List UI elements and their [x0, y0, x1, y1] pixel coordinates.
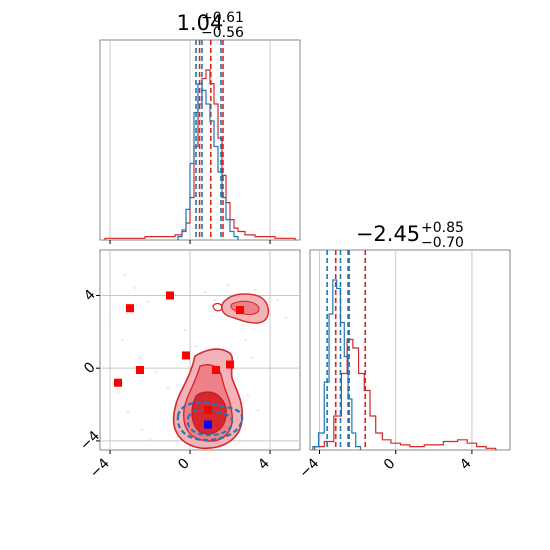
bottom-left-ytick-label-0: −4 — [77, 428, 103, 454]
bottom-right-xtick-label-1: 0 — [381, 456, 399, 474]
bottom-right-hist-series-0 — [314, 338, 497, 450]
panel-top-left-title-value: 1.04 — [177, 11, 224, 35]
bottom-left-ytick-label-1: 0 — [81, 359, 99, 377]
marker-1 — [166, 291, 174, 300]
marker-3 — [114, 378, 122, 387]
marker-9 — [204, 420, 212, 429]
marker-7 — [226, 360, 234, 369]
panel-bottom-right-histogram: −2.45 +0.85 −0.70 — [309, 220, 511, 454]
marker-5 — [236, 306, 244, 314]
top-left-hist-series-0 — [104, 69, 296, 240]
panel-bottom-right-title-value: −2.45 — [356, 222, 420, 246]
marker-6 — [212, 366, 220, 374]
panel-bottom-right-series — [312, 250, 497, 450]
contour-red-fleck — [212, 302, 223, 312]
panel-top-left-title-lower: −0.56 — [201, 25, 244, 41]
marker-2 — [182, 351, 190, 360]
panel-top-left-title: 1.04 — [177, 11, 224, 35]
bottom-left-ytick-label-2: 4 — [81, 287, 99, 305]
panel-bottom-right-frame — [309, 249, 511, 451]
panel-bottom-right-title-upper: +0.85 — [421, 220, 464, 236]
panel-top-left-histogram: 1.04 +0.61 −0.56 — [99, 10, 301, 244]
bottom-right-hist-series-1 — [312, 279, 362, 450]
marker-8 — [204, 406, 212, 414]
bottom-right-xtick-label-2: 4 — [457, 455, 475, 473]
bottom-right-xtick-label-0: −4 — [296, 455, 322, 481]
marker-0 — [126, 304, 134, 313]
marker-4 — [136, 366, 144, 374]
panel-bottom-left-content — [109, 274, 287, 449]
panel-bottom-left-contour — [96, 249, 301, 454]
scatter-points — [109, 274, 287, 441]
panel-bottom-right-title: −2.45 — [356, 222, 420, 246]
bottom-left-xtick-label-0: −4 — [87, 455, 113, 481]
panel-top-left-series — [104, 40, 296, 240]
panel-bottom-right-grid — [319, 250, 473, 454]
bottom-left-xtick-label-1: 0 — [175, 456, 193, 474]
top-left-hist-series-1 — [177, 83, 239, 240]
panel-bottom-right-title-lower: −0.70 — [421, 235, 464, 251]
contour-blue-inner — [186, 408, 234, 437]
panel-top-left-title-upper: +0.61 — [201, 10, 244, 26]
panel-bottom-left-markers — [114, 291, 244, 429]
contour-blue-outer — [176, 401, 244, 442]
bottom-left-xtick-label-2: 4 — [255, 455, 273, 473]
